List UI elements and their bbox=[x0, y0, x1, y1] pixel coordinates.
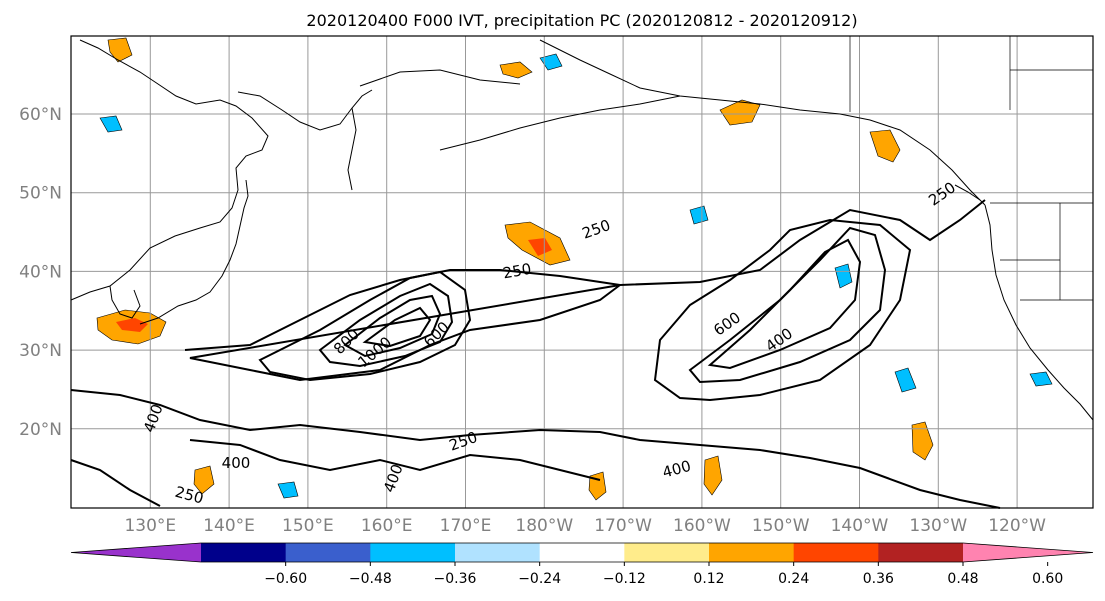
ivt-contour-400 bbox=[258, 270, 472, 382]
precip-shading-negative bbox=[1029, 371, 1053, 387]
border-us-states bbox=[1000, 203, 1093, 301]
map-frame bbox=[70, 35, 1094, 509]
precip-shading-positive bbox=[911, 421, 934, 461]
coastline-korea bbox=[109, 285, 141, 319]
colorbar-tick-label: −0.48 bbox=[349, 571, 392, 587]
precip-shading-negative bbox=[277, 481, 299, 499]
colorbar-box bbox=[370, 543, 456, 562]
contour-label: 250 bbox=[501, 260, 532, 283]
latitude-label: 60°N bbox=[19, 105, 62, 125]
colorbar-box bbox=[709, 543, 795, 562]
colorbar: −0.60 −0.48 −0.36 −0.24 −0.12 0.12 0.24 0.36 0.4… bbox=[70, 542, 1094, 587]
precip-shading-negative bbox=[99, 115, 123, 133]
border-canada-provinces bbox=[1009, 36, 1093, 110]
colorbar-box bbox=[455, 543, 541, 562]
longitude-label: 180°W bbox=[515, 516, 573, 536]
colorbar-tick-label: −0.24 bbox=[518, 571, 561, 587]
political-borders bbox=[849, 36, 1093, 301]
precip-shading-positive bbox=[703, 455, 723, 496]
colorbar-tick-label: −0.12 bbox=[603, 571, 646, 587]
precip-shading-positive bbox=[193, 465, 215, 495]
map-title: 2020120400 F000 IVT, precipitation PC (2… bbox=[306, 11, 857, 30]
precip-shading-strong-positive bbox=[116, 318, 148, 332]
longitude-label: 170°E bbox=[440, 516, 492, 536]
coastline-kamchatka bbox=[237, 89, 373, 131]
precip-shading-negative bbox=[689, 205, 709, 225]
coastline-asia bbox=[70, 39, 269, 301]
longitude-label: 130°W bbox=[909, 516, 967, 536]
precip-shading-negative bbox=[539, 53, 563, 71]
colorbar-extend-high bbox=[963, 543, 1093, 562]
coastline-north-america bbox=[984, 204, 1094, 421]
colorbar-tick-label: 0.36 bbox=[863, 571, 894, 587]
longitude-label: 170°W bbox=[594, 516, 652, 536]
longitude-label: 140°W bbox=[831, 516, 889, 536]
coastline-kamchatka-peninsula bbox=[347, 107, 357, 191]
colorbar-tick-label: 0.48 bbox=[947, 571, 978, 587]
colorbar-outline bbox=[70, 542, 1094, 563]
colorbar-tick-label: −0.36 bbox=[434, 571, 477, 587]
contour-label: 400 bbox=[222, 454, 251, 472]
longitude-label: 160°W bbox=[673, 516, 731, 536]
ivt-contour-800 bbox=[343, 294, 442, 358]
colorbar-box bbox=[878, 543, 964, 562]
coastline-vancouver-island bbox=[954, 184, 981, 201]
latitude-label: 20°N bbox=[19, 420, 62, 440]
ivt-contour-1000 bbox=[362, 306, 432, 348]
precip-shading-positive bbox=[869, 129, 901, 163]
ivt-contour-250 bbox=[653, 218, 912, 402]
colorbar-extend-low bbox=[71, 543, 201, 562]
coastline-chukotka bbox=[359, 69, 521, 87]
coastlines bbox=[70, 39, 1094, 421]
precip-shading-negative bbox=[834, 263, 853, 289]
colorbar-ticks: −0.60 −0.48 −0.36 −0.24 −0.12 0.12 0.24 0.36 0.4… bbox=[264, 562, 1063, 587]
colorbar-tick-label: −0.60 bbox=[264, 571, 307, 587]
colorbar-box bbox=[285, 543, 371, 562]
longitude-labels: 130°E 140°E 150°E 160°E 170°E 180°W 170°W 160°W… bbox=[124, 516, 1046, 536]
longitude-label: 150°W bbox=[752, 516, 810, 536]
colorbar-box bbox=[201, 543, 287, 562]
latitude-label: 50°N bbox=[19, 184, 62, 204]
precip-shading-strong-positive bbox=[528, 238, 552, 256]
precipitation-shading bbox=[96, 37, 1053, 501]
colorbar-tick-label: 0.12 bbox=[693, 571, 724, 587]
longitude-label: 140°E bbox=[203, 516, 255, 536]
colorbar-box bbox=[793, 543, 879, 562]
ivt-contour-600 bbox=[318, 282, 454, 368]
latitude-label: 40°N bbox=[19, 262, 62, 282]
ivt-contour-600 bbox=[707, 238, 862, 370]
coastline-japan bbox=[139, 179, 249, 325]
precip-shading-positive bbox=[107, 37, 133, 63]
ivt-contour-250 bbox=[184, 199, 986, 382]
ivt-contour-400 bbox=[70, 389, 1001, 509]
ivt-contours bbox=[70, 199, 1001, 509]
colorbar-box bbox=[624, 543, 710, 562]
colorbar-box bbox=[539, 543, 625, 562]
map-panel: 250 250 250 250 250 400 400 400 400 400 … bbox=[70, 35, 1094, 509]
longitude-label: 120°W bbox=[988, 516, 1046, 536]
longitude-label: 150°E bbox=[282, 516, 334, 536]
longitude-label: 160°E bbox=[361, 516, 413, 536]
coastline-alaska bbox=[539, 39, 986, 206]
latitude-label: 30°N bbox=[19, 341, 62, 361]
colorbar-tick-label: 0.24 bbox=[778, 571, 809, 587]
longitude-label: 130°E bbox=[124, 516, 176, 536]
coastline-aleutians bbox=[439, 95, 681, 151]
precip-shading-positive bbox=[499, 61, 533, 79]
colorbar-boxes bbox=[71, 543, 1093, 562]
graticule bbox=[71, 36, 1093, 508]
ivt-contour-250 bbox=[70, 439, 601, 507]
precip-shading-negative bbox=[894, 367, 917, 393]
colorbar-tick-label: 0.60 bbox=[1032, 571, 1063, 587]
latitude-labels: 60°N 50°N 40°N 30°N 20°N bbox=[19, 105, 62, 440]
